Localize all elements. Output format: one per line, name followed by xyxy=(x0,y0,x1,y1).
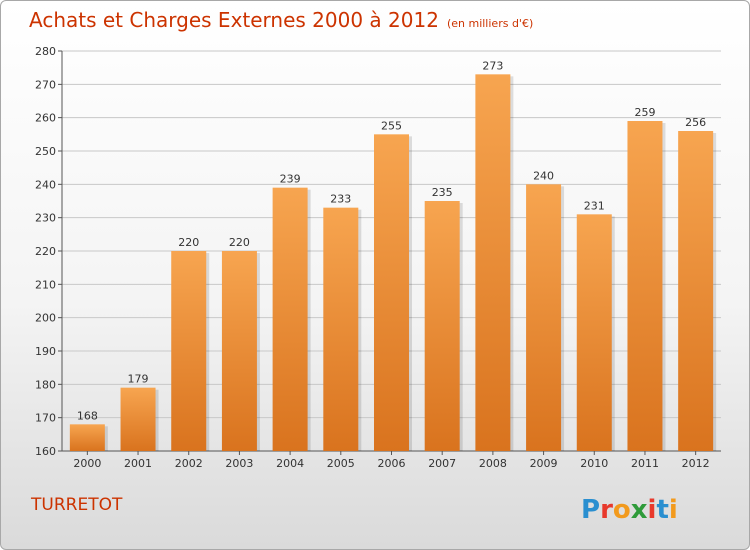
x-tick-label: 2004 xyxy=(276,457,304,470)
data-label: 259 xyxy=(634,106,655,119)
proxiti-logo: Proxiti xyxy=(581,495,678,525)
chart-title-text: Achats et Charges Externes 2000 à 2012 xyxy=(29,8,439,32)
bars xyxy=(69,74,717,452)
data-label: 235 xyxy=(432,186,453,199)
y-tick-label: 200 xyxy=(35,312,56,325)
data-label: 168 xyxy=(77,409,98,422)
bar-2002 xyxy=(171,251,207,451)
bar-2011 xyxy=(627,121,663,451)
x-tick-label: 2008 xyxy=(479,457,507,470)
data-label: 220 xyxy=(178,236,199,249)
bar-2007 xyxy=(424,201,460,451)
data-label: 179 xyxy=(128,373,149,386)
x-tick-label: 2005 xyxy=(327,457,355,470)
y-tick-label: 170 xyxy=(35,412,56,425)
data-label: 273 xyxy=(482,59,503,72)
y-tick-label: 240 xyxy=(35,178,56,191)
y-tick-label: 260 xyxy=(35,112,56,125)
bar-2001 xyxy=(120,387,156,451)
y-tick-label: 220 xyxy=(35,245,56,258)
x-tick-label: 2006 xyxy=(378,457,406,470)
bar-2010 xyxy=(576,214,612,451)
x-tick-label: 2007 xyxy=(428,457,456,470)
commune-name: TURRETOT xyxy=(31,495,123,515)
chart-title: Achats et Charges Externes 2000 à 2012 (e… xyxy=(29,8,533,32)
bar-2006 xyxy=(374,134,409,452)
data-label: 220 xyxy=(229,236,250,249)
x-tick-label: 2002 xyxy=(175,457,203,470)
data-label: 239 xyxy=(280,173,301,186)
y-tick-label: 270 xyxy=(35,78,56,91)
y-tick-label: 160 xyxy=(35,445,56,458)
bar-2004 xyxy=(272,187,308,451)
x-tick-label: 2011 xyxy=(631,457,659,470)
bar-2005 xyxy=(323,207,359,451)
x-tick-label: 2001 xyxy=(124,457,152,470)
data-label: 240 xyxy=(533,169,554,182)
bar-2008 xyxy=(475,74,511,451)
y-tick-label: 280 xyxy=(35,45,56,58)
x-tick-label: 2010 xyxy=(580,457,608,470)
y-tick-label: 250 xyxy=(35,145,56,158)
data-label: 233 xyxy=(330,193,351,206)
bar-2012 xyxy=(678,131,714,451)
y-tick-label: 210 xyxy=(35,278,56,291)
svg-text:Proxiti: Proxiti xyxy=(581,495,678,525)
bar-2003 xyxy=(221,251,257,451)
x-tick-label: 2000 xyxy=(73,457,101,470)
data-label: 256 xyxy=(685,116,706,129)
data-labels: 168 179 220 220 239 233 255 235 273 240 231 259 256 xyxy=(77,59,706,422)
data-label: 231 xyxy=(584,199,605,212)
y-tick-label: 190 xyxy=(35,345,56,358)
x-tick-label: 2009 xyxy=(530,457,558,470)
x-tick-label: 2012 xyxy=(682,457,710,470)
bar-2009 xyxy=(526,184,562,452)
y-tick-label: 180 xyxy=(35,378,56,391)
x-tick-label: 2003 xyxy=(225,457,253,470)
chart-subtitle: (en milliers d'€) xyxy=(446,17,534,30)
bar-2000 xyxy=(69,424,105,451)
data-label: 255 xyxy=(381,119,402,132)
tick-labels: 160 170 180 190 200 210 220 230 240 250 260 270 280 2… xyxy=(35,45,710,470)
y-tick-label: 230 xyxy=(35,212,56,225)
